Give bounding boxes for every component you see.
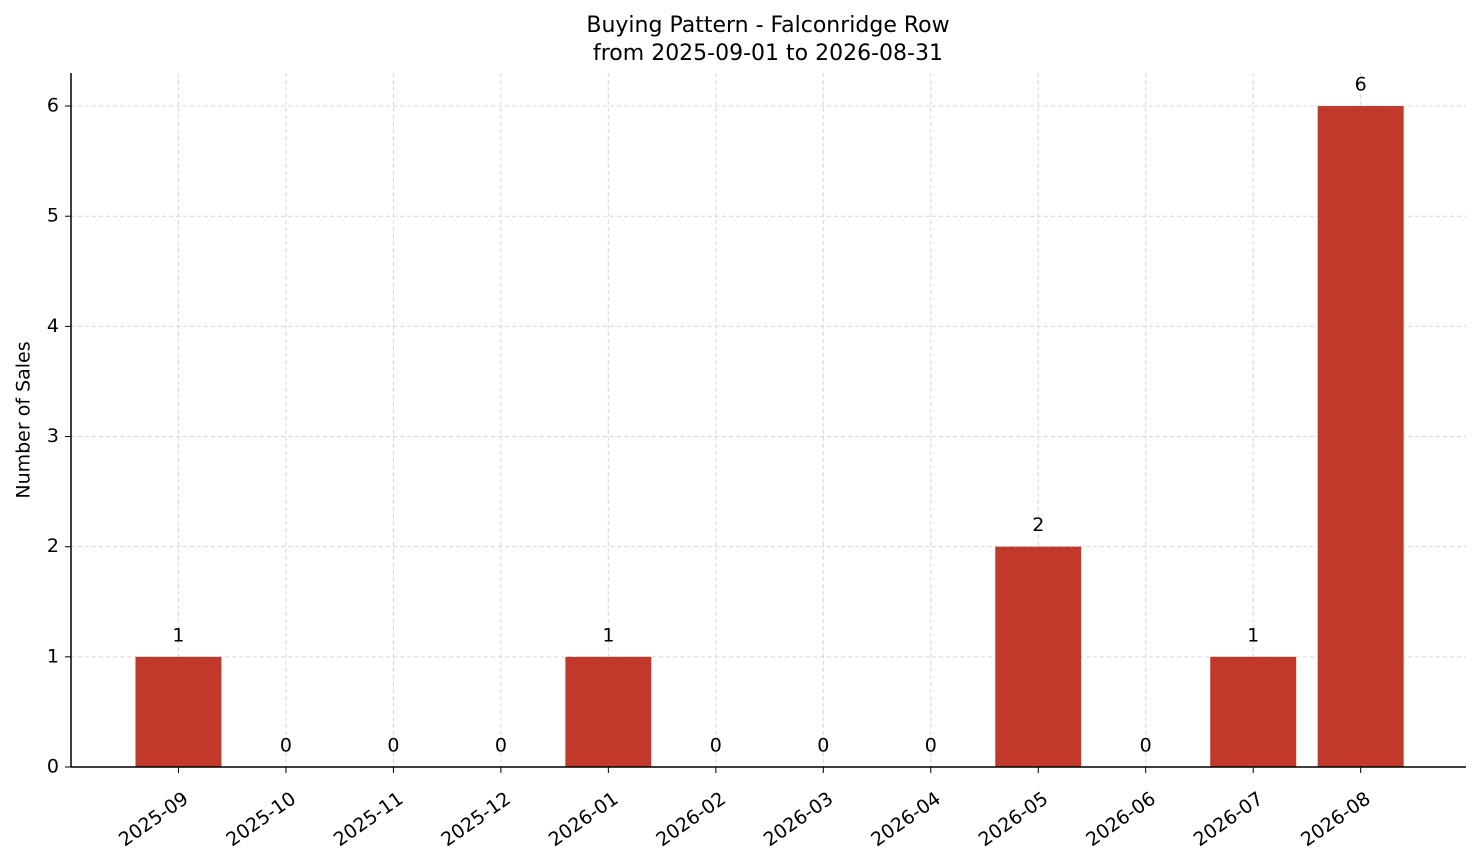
value-label: 6 [1355, 74, 1367, 96]
value-label: 0 [710, 735, 722, 757]
value-label: 0 [495, 735, 507, 757]
value-label: 0 [925, 735, 937, 757]
x-tick-label: 2025-10 [222, 788, 300, 852]
x-tick-label: 2026-05 [975, 788, 1053, 852]
x-tick-label: 2026-01 [545, 788, 623, 852]
y-tick-label: 3 [47, 425, 59, 447]
bar [1210, 656, 1297, 767]
value-label: 1 [602, 624, 614, 646]
value-label: 1 [172, 624, 184, 646]
value-label: 0 [817, 735, 829, 757]
y-axis-label: Number of Sales [13, 341, 35, 498]
value-label: 0 [387, 735, 399, 757]
value-label: 2 [1032, 514, 1044, 536]
x-tick-label: 2026-04 [867, 788, 945, 852]
chart-title: Buying Pattern - Falconridge Row [586, 13, 949, 38]
x-tick-label: 2026-02 [652, 788, 730, 852]
x-tick-label: 2026-07 [1190, 788, 1268, 852]
y-tick-label: 5 [47, 205, 59, 227]
chart-subtitle: from 2025-09-01 to 2026-08-31 [593, 41, 943, 66]
x-tick-label: 2025-12 [437, 788, 515, 852]
bar [995, 546, 1082, 767]
value-label: 1 [1247, 624, 1259, 646]
bar [565, 656, 652, 767]
y-tick-label: 6 [47, 95, 59, 117]
y-tick-label: 4 [47, 315, 59, 337]
x-tick-label: 2026-06 [1082, 788, 1160, 852]
y-tick-label: 2 [47, 535, 59, 557]
x-tick-label: 2026-08 [1297, 788, 1375, 852]
x-tick-label: 2025-09 [115, 788, 193, 852]
x-tick-label: 2025-11 [330, 788, 408, 852]
bar [1317, 106, 1404, 768]
x-tick-label: 2026-03 [760, 788, 838, 852]
value-label: 0 [1140, 735, 1152, 757]
value-label: 0 [280, 735, 292, 757]
bar [135, 656, 222, 767]
y-tick-label: 1 [47, 645, 59, 667]
y-tick-label: 0 [47, 756, 59, 778]
